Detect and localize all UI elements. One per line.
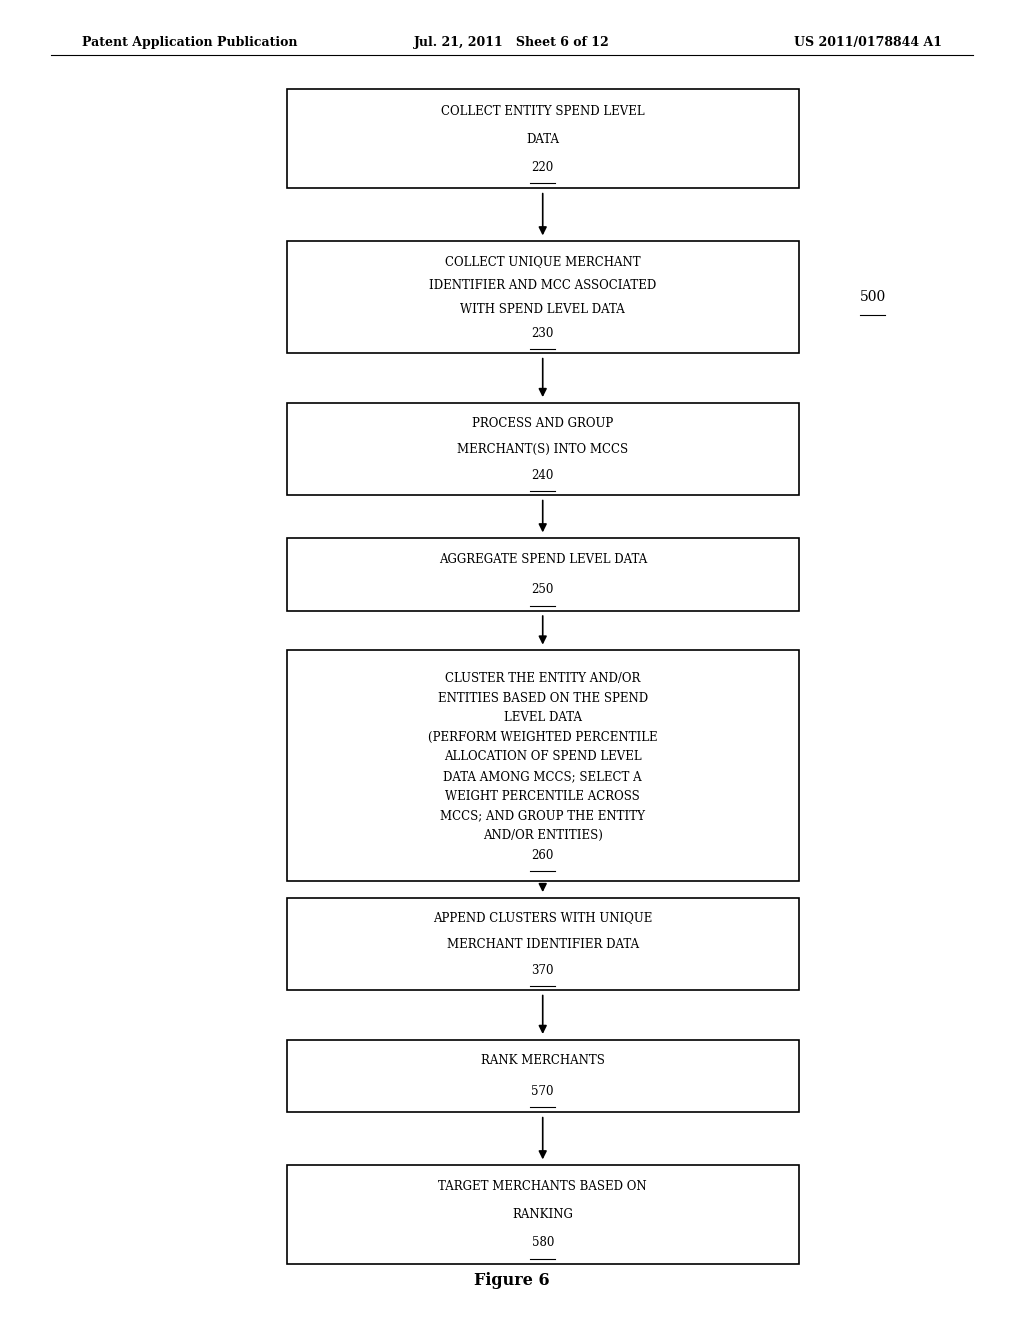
Text: IDENTIFIER AND MCC ASSOCIATED: IDENTIFIER AND MCC ASSOCIATED bbox=[429, 279, 656, 292]
Text: DATA: DATA bbox=[526, 132, 559, 145]
FancyBboxPatch shape bbox=[287, 649, 799, 882]
Text: APPEND CLUSTERS WITH UNIQUE: APPEND CLUSTERS WITH UNIQUE bbox=[433, 912, 652, 924]
Text: 370: 370 bbox=[531, 964, 554, 977]
FancyBboxPatch shape bbox=[287, 242, 799, 352]
FancyBboxPatch shape bbox=[287, 1166, 799, 1265]
Text: PROCESS AND GROUP: PROCESS AND GROUP bbox=[472, 417, 613, 429]
Text: COLLECT UNIQUE MERCHANT: COLLECT UNIQUE MERCHANT bbox=[444, 255, 641, 268]
Text: AND/OR ENTITIES): AND/OR ENTITIES) bbox=[482, 829, 603, 842]
FancyBboxPatch shape bbox=[287, 898, 799, 990]
Text: Jul. 21, 2011   Sheet 6 of 12: Jul. 21, 2011 Sheet 6 of 12 bbox=[414, 36, 610, 49]
Text: RANK MERCHANTS: RANK MERCHANTS bbox=[481, 1055, 604, 1068]
Text: 260: 260 bbox=[531, 849, 554, 862]
Text: MERCHANT(S) INTO MCCS: MERCHANT(S) INTO MCCS bbox=[457, 442, 629, 455]
Text: (PERFORM WEIGHTED PERCENTILE: (PERFORM WEIGHTED PERCENTILE bbox=[428, 731, 657, 743]
Text: DATA AMONG MCCS; SELECT A: DATA AMONG MCCS; SELECT A bbox=[443, 770, 642, 783]
Text: TARGET MERCHANTS BASED ON: TARGET MERCHANTS BASED ON bbox=[438, 1180, 647, 1193]
Text: 570: 570 bbox=[531, 1085, 554, 1098]
Text: 220: 220 bbox=[531, 161, 554, 174]
Text: 240: 240 bbox=[531, 469, 554, 482]
Text: Patent Application Publication: Patent Application Publication bbox=[82, 36, 297, 49]
Text: COLLECT ENTITY SPEND LEVEL: COLLECT ENTITY SPEND LEVEL bbox=[441, 104, 644, 117]
Text: ENTITIES BASED ON THE SPEND: ENTITIES BASED ON THE SPEND bbox=[437, 692, 648, 705]
FancyBboxPatch shape bbox=[287, 403, 799, 495]
Text: 250: 250 bbox=[531, 583, 554, 597]
Text: WEIGHT PERCENTILE ACROSS: WEIGHT PERCENTILE ACROSS bbox=[445, 789, 640, 803]
Text: US 2011/0178844 A1: US 2011/0178844 A1 bbox=[794, 36, 942, 49]
Text: MERCHANT IDENTIFIER DATA: MERCHANT IDENTIFIER DATA bbox=[446, 937, 639, 950]
Text: 500: 500 bbox=[860, 290, 887, 304]
Text: WITH SPEND LEVEL DATA: WITH SPEND LEVEL DATA bbox=[461, 304, 625, 315]
FancyBboxPatch shape bbox=[287, 88, 799, 187]
Text: Figure 6: Figure 6 bbox=[474, 1272, 550, 1288]
Text: ALLOCATION OF SPEND LEVEL: ALLOCATION OF SPEND LEVEL bbox=[444, 751, 641, 763]
Text: LEVEL DATA: LEVEL DATA bbox=[504, 711, 582, 725]
Text: 580: 580 bbox=[531, 1237, 554, 1250]
Text: 230: 230 bbox=[531, 327, 554, 339]
Text: RANKING: RANKING bbox=[512, 1208, 573, 1221]
Text: CLUSTER THE ENTITY AND/OR: CLUSTER THE ENTITY AND/OR bbox=[445, 672, 640, 685]
FancyBboxPatch shape bbox=[287, 1040, 799, 1111]
FancyBboxPatch shape bbox=[287, 539, 799, 610]
Text: MCCS; AND GROUP THE ENTITY: MCCS; AND GROUP THE ENTITY bbox=[440, 809, 645, 822]
Text: AGGREGATE SPEND LEVEL DATA: AGGREGATE SPEND LEVEL DATA bbox=[438, 553, 647, 566]
